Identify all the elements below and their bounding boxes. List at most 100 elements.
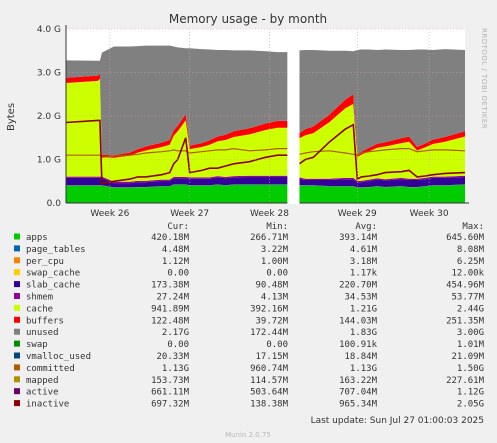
legend-value: 392.16M (250, 304, 289, 314)
x-axis: Week 26 Week 27 Week 28 Week 29 Week 30 (90, 209, 448, 219)
legend-value: 0.00 (266, 269, 288, 279)
legend-column-header: Min: (266, 222, 288, 232)
legend-value: 114.57M (250, 376, 289, 386)
legend-name: buffers (26, 316, 64, 326)
legend-value: 4.61M (350, 245, 378, 255)
legend-value: 0.00 (167, 340, 189, 350)
legend-value: 3.18M (350, 257, 378, 267)
x-tick-label: Week 26 (90, 209, 129, 219)
legend-name: committed (26, 364, 75, 374)
data-gap (287, 29, 300, 204)
legend-value: 941.89M (151, 304, 190, 314)
y-tick-label: 1.0 G (37, 156, 61, 166)
x-tick-label: Week 28 (250, 209, 289, 219)
legend-row: unused 2.17G 172.44M 1.83G 3.00G (14, 328, 484, 338)
legend-value: 220.70M (339, 281, 378, 291)
y-axis-label: Bytes (6, 103, 17, 131)
legend-value: 27.24M (156, 293, 189, 303)
legend-value: 960.74M (250, 364, 289, 374)
legend-swatch (14, 233, 20, 240)
legend: apps 420.18M 266.71M 393.14M 645.60M page_tab… (14, 233, 485, 410)
legend-value: 122.48M (151, 316, 190, 326)
legend-value: 12.00k (451, 269, 484, 279)
y-tick-label: 2.0 G (37, 112, 61, 122)
legend-value: 393.14M (339, 233, 378, 243)
legend-value: 4.13M (261, 293, 289, 303)
legend-row: swap_cache 0.00 0.00 1.17k 12.00k (14, 269, 485, 279)
legend-swatch (14, 293, 20, 299)
legend-value: 100.91k (339, 340, 378, 350)
legend-row: swap 0.00 0.00 100.91k 1.01M (14, 340, 485, 350)
area-buffers (299, 94, 465, 157)
legend-column-header: Cur: (167, 222, 189, 232)
area-cache (66, 78, 288, 182)
line-committed (66, 147, 288, 158)
legend-value: 18.84M (344, 352, 377, 362)
legend-name: slab_cache (26, 281, 80, 291)
area-apps (299, 184, 465, 203)
legend-value: 4.48M (162, 245, 190, 255)
legend-row: buffers 122.48M 39.72M 144.03M 251.35M (14, 316, 485, 326)
legend-row: vmalloc_used 20.33M 17.15M 18.84M 21.09M (14, 352, 485, 362)
legend-row: committed 1.13G 960.74M 1.13G 1.50G (14, 364, 484, 374)
legend-value: 39.72M (255, 316, 288, 326)
legend-swatch (14, 400, 20, 407)
legend-row: apps 420.18M 266.71M 393.14M 645.60M (14, 233, 485, 243)
legend-column-header: Avg: (355, 222, 377, 232)
legend-swatch (14, 304, 20, 311)
legend-value: 34.53M (344, 293, 377, 303)
legend-swatch (14, 269, 20, 276)
legend-value: 3.22M (261, 245, 289, 255)
legend-value: 661.11M (151, 388, 190, 398)
legend-value: 227.61M (446, 376, 485, 386)
last-update: Last update: Sun Jul 27 01:00:03 2025 (311, 416, 484, 426)
legend-row: cache 941.89M 392.16M 1.21G 2.44G (14, 304, 484, 314)
legend-value: 138.38M (250, 400, 289, 410)
line-inactive (298, 123, 466, 181)
legend-value: 17.15M (255, 352, 288, 362)
legend-value: 1.50G (457, 364, 484, 374)
legend-value: 454.96M (446, 281, 485, 291)
legend-name: swap_cache (26, 269, 80, 279)
legend-value: 172.44M (250, 328, 289, 338)
legend-value: 1.83G (350, 328, 377, 338)
legend-name: cache (26, 304, 53, 314)
area-shmem (66, 175, 288, 184)
legend-row: page_tables 4.48M 3.22M 4.61M 8.08M (14, 245, 485, 255)
legend-value: 1.21G (350, 304, 377, 314)
legend-name: page_tables (26, 245, 86, 255)
legend-swatch (14, 352, 20, 359)
y-axis: 0.0 1.0 G 2.0 G 3.0 G 4.0 G (37, 25, 61, 209)
legend-row: mapped 153.73M 114.57M 163.22M 227.61M (14, 376, 485, 386)
legend-swatch (14, 388, 20, 395)
legend-value: 1.12M (162, 257, 190, 267)
legend-name: inactive (26, 400, 69, 410)
legend-name: shmem (26, 293, 53, 303)
area-apps (66, 184, 288, 203)
legend-value: 697.32M (151, 400, 190, 410)
legend-value: 90.48M (255, 281, 288, 291)
rrdtool-credit: RRDTOOL / TOBI OETIKER (480, 28, 488, 129)
legend-value: 2.05G (457, 400, 484, 410)
legend-swatch (14, 316, 20, 323)
legend-value: 163.22M (339, 376, 378, 386)
x-tick-label: Week 30 (410, 209, 449, 219)
legend-value: 266.71M (250, 233, 289, 243)
legend-value: 1.00M (261, 257, 289, 267)
legend-swatch (14, 376, 20, 383)
legend-value: 420.18M (151, 233, 190, 243)
stacked-areas (66, 45, 465, 203)
legend-value: 251.35M (446, 316, 485, 326)
legend-swatch (14, 340, 20, 347)
legend-value: 0.00 (266, 340, 288, 350)
legend-value: 20.33M (156, 352, 189, 362)
area-buffers (66, 73, 288, 158)
legend-value: 53.77M (451, 293, 484, 303)
legend-value: 503.64M (250, 388, 289, 398)
legend-value: 1.13G (162, 364, 189, 374)
legend-value: 3.00G (457, 328, 484, 338)
area-slab_cache (66, 177, 288, 188)
x-tick-label: Week 29 (338, 209, 377, 219)
line-committed (299, 148, 466, 156)
